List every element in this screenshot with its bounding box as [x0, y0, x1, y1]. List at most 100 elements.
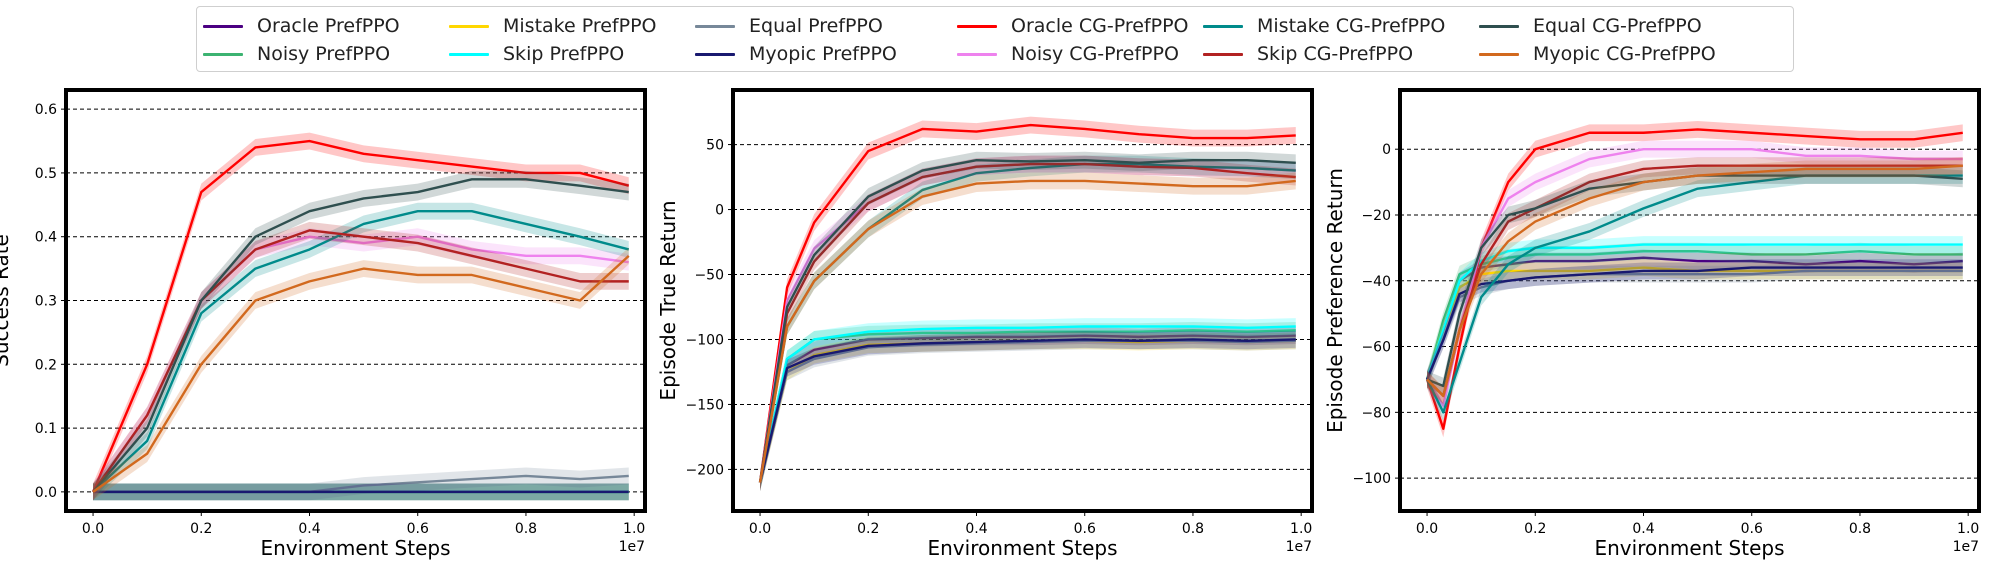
- y-tick-label: 0.6: [35, 102, 57, 118]
- legend-label: Skip CG-PrefPPO: [1257, 43, 1414, 65]
- series-line: [92, 229, 629, 493]
- series-line: [758, 158, 1296, 483]
- series-line: [758, 162, 1296, 483]
- legend-swatch: [449, 52, 489, 56]
- series-line: [758, 338, 1296, 483]
- legend-item: Equal PrefPPO: [695, 13, 883, 39]
- legend-label: Myopic CG-PrefPPO: [1533, 43, 1716, 65]
- x-tick-label: 0.4: [965, 521, 987, 537]
- plot-frame: [64, 88, 647, 513]
- legend-label: Oracle CG-PrefPPO: [1011, 15, 1189, 37]
- series-line: [92, 209, 630, 493]
- series-band: [1427, 157, 1963, 405]
- y-tick-label: −100: [1353, 471, 1391, 487]
- series-band: [760, 318, 1296, 491]
- legend-swatch: [1203, 24, 1243, 28]
- x-tick-label: 0.4: [1632, 521, 1654, 537]
- series-line: [1426, 164, 1963, 398]
- y-tick-label: −20: [1361, 208, 1391, 224]
- chart-panel: −100 −80 −60 −40 −20 0 0.0 0.2 0.4 0.6 0.8 1.0 1e7 En…: [1323, 88, 1981, 560]
- x-tick-label: 0.6: [1741, 521, 1763, 537]
- series-band: [1427, 262, 1963, 388]
- legend-swatch: [203, 24, 243, 28]
- legend-swatch: [957, 52, 997, 56]
- x-tick-label: 0.6: [407, 521, 429, 537]
- series-band: [1427, 242, 1963, 388]
- legend-label: Myopic PrefPPO: [749, 43, 897, 65]
- legend-item: Oracle PrefPPO: [203, 13, 400, 39]
- plot-frame: [1398, 88, 1981, 513]
- x-tick-label: 0.2: [857, 521, 879, 537]
- legend-item: Skip PrefPPO: [449, 41, 624, 67]
- x-axis-label: Environment Steps: [260, 536, 450, 560]
- series-line: [92, 254, 630, 493]
- y-tick-label: −50: [694, 268, 724, 284]
- y-tick-label: −100: [686, 332, 724, 348]
- x-tick-label: 0.8: [515, 521, 537, 537]
- series-line: [758, 325, 1296, 483]
- legend-label: Skip PrefPPO: [503, 43, 625, 65]
- x-offset-label: 1e7: [1953, 539, 1979, 555]
- series-band: [93, 132, 629, 501]
- legend-swatch: [1203, 52, 1243, 56]
- series-line: [1425, 243, 1963, 380]
- y-tick-label: 0: [715, 203, 724, 219]
- legend: Oracle PrefPPO Noisy PrefPPO Mistake PrefP…: [196, 6, 1794, 72]
- x-tick-label: 0.0: [749, 521, 771, 537]
- x-offset-label: 1e7: [1286, 539, 1312, 555]
- series-line: [1425, 128, 1963, 430]
- x-tick-label: 1.0: [623, 521, 645, 537]
- series-line: [1425, 269, 1963, 380]
- x-tick-label: 0.0: [1416, 521, 1438, 537]
- legend-item: Noisy PrefPPO: [203, 41, 390, 67]
- series-band: [1427, 259, 1963, 388]
- x-tick-label: 0.0: [82, 521, 104, 537]
- series-line: [758, 339, 1296, 483]
- legend-item: Noisy CG-PrefPPO: [957, 41, 1179, 67]
- y-tick-label: 0.5: [35, 166, 57, 182]
- y-tick-label: −40: [1361, 274, 1391, 290]
- legend-swatch: [695, 52, 735, 56]
- legend-item: Mistake PrefPPO: [449, 13, 656, 39]
- legend-swatch: [1479, 52, 1519, 56]
- plot-frame: [731, 88, 1314, 513]
- series-line: [758, 123, 1296, 483]
- y-tick-label: −150: [686, 397, 724, 413]
- legend-swatch: [695, 24, 735, 28]
- series-line: [758, 339, 1296, 483]
- series-line: [1426, 174, 1963, 388]
- series-line: [758, 334, 1296, 483]
- legend-label: Mistake PrefPPO: [503, 15, 657, 37]
- series-band: [760, 331, 1296, 491]
- legend-item: Myopic PrefPPO: [695, 41, 897, 67]
- y-tick-label: 50: [706, 138, 724, 154]
- y-tick-label: 0.4: [35, 230, 57, 246]
- y-tick-label: 0.3: [35, 294, 57, 310]
- y-tick-label: −60: [1361, 340, 1391, 356]
- x-tick-label: 1.0: [1290, 521, 1312, 537]
- legend-swatch: [449, 24, 489, 28]
- legend-label: Oracle PrefPPO: [257, 15, 400, 37]
- series-band: [93, 202, 629, 501]
- legend-label: Noisy CG-PrefPPO: [1011, 43, 1179, 65]
- y-tick-label: 0.2: [35, 357, 57, 373]
- x-tick-label: 0.2: [190, 521, 212, 537]
- series-band: [760, 332, 1296, 491]
- legend-label: Mistake CG-PrefPPO: [1257, 15, 1446, 37]
- legend-label: Noisy PrefPPO: [257, 43, 391, 65]
- series-line: [92, 178, 629, 493]
- x-tick-label: 1.0: [1957, 521, 1979, 537]
- series-line: [1425, 249, 1963, 380]
- legend-label: Equal CG-PrefPPO: [1533, 15, 1702, 37]
- legend-swatch: [203, 52, 243, 56]
- legend-item: Equal CG-PrefPPO: [1479, 13, 1702, 39]
- x-tick-label: 0.4: [298, 521, 320, 537]
- series-band: [1427, 236, 1963, 388]
- chart-panel: 0.0 0.1 0.2 0.3 0.4 0.5 0.6 0.0 0.2 0.4 0.6 0.8 1.0 1…: [0, 88, 647, 560]
- legend-label: Equal PrefPPO: [749, 15, 883, 37]
- y-axis-label: Episode True Return: [656, 200, 680, 400]
- y-axis-label: Episode Preference Return: [1323, 168, 1347, 433]
- y-tick-label: −200: [686, 462, 724, 478]
- x-tick-label: 0.2: [1524, 521, 1546, 537]
